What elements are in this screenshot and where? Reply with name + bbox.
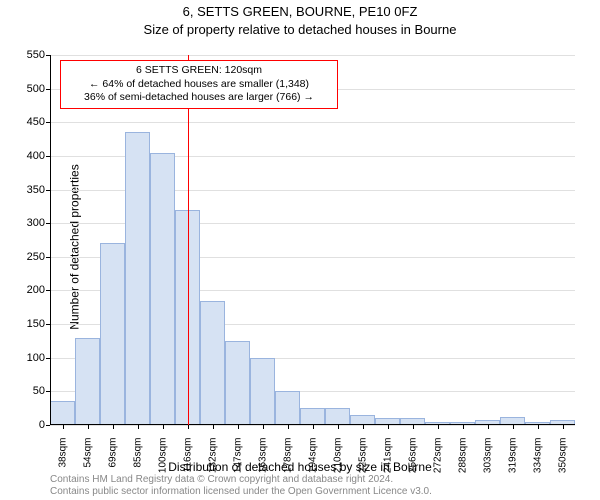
- info-box: 6 SETTS GREEN: 120sqm ← 64% of detached …: [60, 60, 338, 109]
- y-tick: [46, 290, 50, 291]
- x-axis-label: Distribution of detached houses by size …: [0, 460, 600, 474]
- x-tick: [513, 425, 514, 429]
- y-tick-label: 150: [15, 318, 45, 330]
- x-tick: [538, 425, 539, 429]
- x-tick: [238, 425, 239, 429]
- x-tick: [438, 425, 439, 429]
- y-tick: [46, 156, 50, 157]
- y-tick: [46, 89, 50, 90]
- footer-line1: Contains HM Land Registry data © Crown c…: [50, 474, 432, 486]
- reference-line: [188, 55, 189, 425]
- y-tick: [46, 122, 50, 123]
- footer-line2: Contains public sector information licen…: [50, 486, 432, 498]
- chart-title-main: 6, SETTS GREEN, BOURNE, PE10 0FZ: [0, 4, 600, 19]
- x-tick: [413, 425, 414, 429]
- grid-line: [50, 122, 575, 123]
- x-tick: [213, 425, 214, 429]
- y-tick: [46, 55, 50, 56]
- y-tick-label: 250: [15, 251, 45, 263]
- chart-container: 6, SETTS GREEN, BOURNE, PE10 0FZ Size of…: [0, 0, 600, 500]
- y-tick-label: 200: [15, 284, 45, 296]
- x-tick: [188, 425, 189, 429]
- y-tick-label: 500: [15, 83, 45, 95]
- bar: [250, 358, 275, 425]
- bar: [125, 132, 150, 425]
- y-axis-line: [50, 55, 51, 425]
- y-tick-label: 550: [15, 49, 45, 61]
- plot-area: [50, 55, 575, 425]
- x-tick: [138, 425, 139, 429]
- grid-line: [50, 55, 575, 56]
- bar: [225, 341, 250, 425]
- y-tick: [46, 358, 50, 359]
- bar: [50, 401, 75, 425]
- x-tick: [313, 425, 314, 429]
- x-tick: [463, 425, 464, 429]
- x-tick: [388, 425, 389, 429]
- y-tick: [46, 190, 50, 191]
- footer: Contains HM Land Registry data © Crown c…: [50, 474, 432, 498]
- y-tick-label: 450: [15, 116, 45, 128]
- x-tick: [163, 425, 164, 429]
- y-tick-label: 350: [15, 184, 45, 196]
- y-tick: [46, 257, 50, 258]
- info-box-line3: 36% of semi-detached houses are larger (…: [69, 91, 329, 105]
- info-box-line1: 6 SETTS GREEN: 120sqm: [69, 64, 329, 78]
- y-tick: [46, 391, 50, 392]
- bar: [75, 338, 100, 425]
- y-tick: [46, 324, 50, 325]
- y-tick-label: 300: [15, 217, 45, 229]
- y-tick: [46, 223, 50, 224]
- bar: [100, 243, 125, 425]
- bar: [325, 408, 350, 425]
- x-tick: [113, 425, 114, 429]
- bar: [200, 301, 225, 425]
- y-tick-label: 50: [15, 385, 45, 397]
- y-tick-label: 100: [15, 352, 45, 364]
- y-tick-label: 0: [15, 419, 45, 431]
- chart-title-sub: Size of property relative to detached ho…: [0, 22, 600, 37]
- bar: [275, 391, 300, 425]
- x-tick: [488, 425, 489, 429]
- bar: [150, 153, 175, 425]
- x-tick: [338, 425, 339, 429]
- x-tick: [363, 425, 364, 429]
- x-tick: [63, 425, 64, 429]
- y-tick: [46, 425, 50, 426]
- info-box-line2: ← 64% of detached houses are smaller (1,…: [69, 78, 329, 92]
- x-tick: [563, 425, 564, 429]
- x-tick: [263, 425, 264, 429]
- bar: [300, 408, 325, 425]
- y-tick-label: 400: [15, 150, 45, 162]
- x-tick: [288, 425, 289, 429]
- x-tick: [88, 425, 89, 429]
